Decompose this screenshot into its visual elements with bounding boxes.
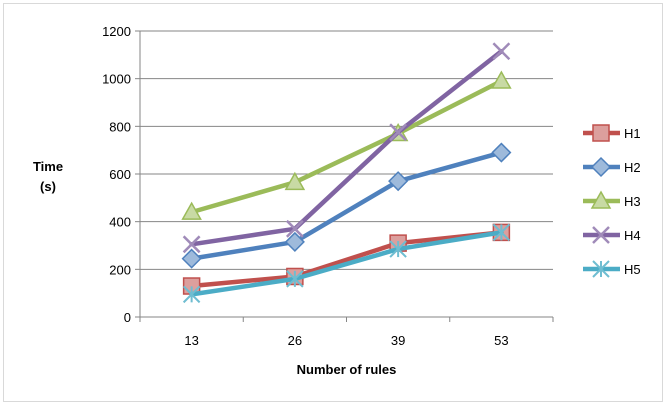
legend-swatch-marker [590,156,612,178]
series-line-h3 [189,78,504,215]
data-point-h5 [492,223,511,242]
data-point-h3 [181,201,202,220]
series-line-h5 [189,230,504,297]
y-tick-label: 0 [124,310,131,325]
y-tick-labels: 0 200 400 600 800 1000 1200 [102,24,131,325]
legend-label: H2 [624,160,641,175]
legend-swatch-marker [590,190,612,209]
y-tick-label: 200 [109,262,131,277]
data-point-h2 [284,231,305,252]
legend-swatch-marker [592,260,610,278]
legend-item-h3: H3 [583,190,641,209]
series-line-h2 [189,150,504,261]
series-h1 [182,223,511,295]
data-point-h2 [181,248,202,269]
legend-item-h1: H1 [583,124,641,142]
series-lines [181,42,512,304]
legend-item-h4: H4 [583,226,641,244]
y-tick-label: 400 [109,215,131,230]
x-tick-label: 53 [494,333,508,348]
y-axis-title-line1: Time [33,159,63,174]
data-point-h4 [492,42,511,61]
legend-label: H5 [624,262,641,277]
y-tick-label: 800 [109,119,131,134]
legend: H1 H2 H3 H4 H5 [583,124,641,278]
legend-item-h5: H5 [583,260,641,278]
axes [135,30,554,322]
data-point-h3 [491,70,512,89]
series-line-h1 [189,230,504,289]
data-point-h5 [286,270,304,288]
series-h2 [181,142,512,269]
gridlines [140,30,553,270]
data-point-h4 [389,123,408,142]
chart-frame [3,3,663,402]
y-axis-title-line2: (s) [40,179,56,194]
data-point-h2 [491,142,512,163]
series-h4 [182,42,511,254]
x-tick-labels: 13 26 39 53 [184,333,508,348]
y-tick-label: 1000 [102,72,131,87]
x-tick-label: 13 [184,333,198,348]
legend-item-h2: H2 [583,156,641,178]
series-h3 [181,70,512,220]
data-point-h3 [284,171,306,191]
data-point-h5 [182,285,201,304]
x-tick-label: 26 [288,333,302,348]
legend-swatch-marker [592,226,610,244]
legend-label: H3 [624,194,641,209]
series-h5 [182,223,511,304]
legend-label: H1 [624,126,641,141]
data-point-h5 [389,240,407,258]
series-line-h4 [189,49,504,247]
data-point-h4 [285,219,304,238]
legend-label: H4 [624,228,641,243]
x-tick-label: 39 [391,333,405,348]
y-tick-label: 1200 [102,24,131,39]
x-axis-title: Number of rules [297,362,397,377]
y-tick-label: 600 [109,167,131,182]
data-point-h4 [182,235,201,254]
legend-swatch-marker [592,124,610,142]
data-point-h2 [388,171,409,192]
